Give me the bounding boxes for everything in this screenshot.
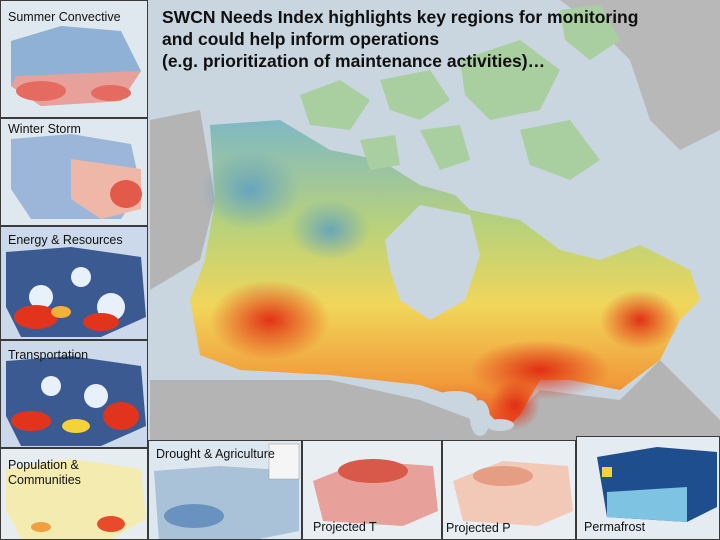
transportation-panel[interactable]: Transportation <box>0 340 148 448</box>
population-label-line-1: Population & <box>8 458 79 472</box>
winter-storm-label: Winter Storm <box>8 122 81 136</box>
headline-line-1: SWCN Needs Index highlights key regions … <box>162 7 639 27</box>
drought-agriculture-label: Drought & Agriculture <box>156 447 275 461</box>
alaska-landmass <box>150 110 215 290</box>
energy-resources-label: Energy & Resources <box>8 233 123 247</box>
permafrost-label: Permafrost <box>584 520 646 534</box>
drought-agriculture-panel[interactable]: Drought & Agriculture <box>148 440 302 540</box>
summer-convective-label: Summer Convective <box>8 10 121 24</box>
projected-p-map <box>443 441 575 539</box>
population-label-line-2: Communities <box>8 473 81 487</box>
permafrost-panel[interactable]: Permafrost <box>576 436 720 540</box>
projected-p-panel[interactable]: Projected P <box>442 440 576 540</box>
arctic-islands <box>300 5 620 180</box>
great-lakes <box>433 391 514 436</box>
population-communities-map <box>1 449 147 539</box>
projected-p-label: Projected P <box>446 521 511 535</box>
hudson-bay <box>385 205 480 320</box>
energy-resources-panel[interactable]: Energy & Resources <box>0 226 148 340</box>
transportation-label: Transportation <box>8 348 89 362</box>
energy-resources-map <box>1 227 147 339</box>
winter-storm-panel[interactable]: Winter Storm <box>0 118 148 226</box>
projected-t-panel[interactable]: Projected T <box>302 440 442 540</box>
projected-t-label: Projected T <box>313 520 377 534</box>
projected-t-map <box>303 441 441 539</box>
drought-agriculture-map <box>149 441 301 539</box>
headline-line-2: and could help inform operations <box>162 29 440 49</box>
summer-convective-panel[interactable]: Summer Convective <box>0 0 148 118</box>
population-communities-panel[interactable]: Population & Communities <box>0 448 148 540</box>
transportation-map <box>1 341 147 447</box>
population-communities-label: Population & Communities <box>8 458 81 488</box>
headline-line-3: (e.g. prioritization of maintenance acti… <box>162 51 546 71</box>
winter-storm-map <box>1 119 147 225</box>
summer-convective-map <box>1 1 147 117</box>
headline: SWCN Needs Index highlights key regions … <box>162 6 717 72</box>
permafrost-map <box>577 437 719 539</box>
greenland-landmass <box>560 0 720 150</box>
